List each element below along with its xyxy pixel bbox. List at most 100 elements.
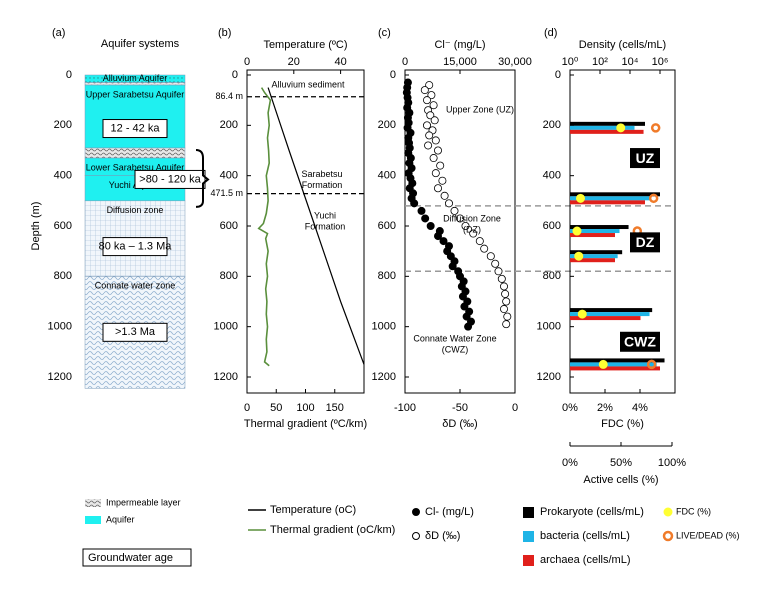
y-tick-label: 1200 xyxy=(48,371,72,383)
fdc-point xyxy=(616,123,626,133)
panel-label: (c) xyxy=(378,27,391,39)
x-tick-label: 0 xyxy=(402,56,408,68)
layer-label: Alluvium Aquifer xyxy=(103,73,168,83)
bar xyxy=(570,200,645,205)
data-point xyxy=(491,259,500,268)
y-tick-label: 200 xyxy=(220,119,238,131)
legend-label: Prokaryote (cells/mL) xyxy=(540,506,644,518)
x-axis-label: Temperature (ºC) xyxy=(263,39,347,51)
data-point xyxy=(417,206,426,215)
layer-label: Upper Sarabetsu Aquifer xyxy=(86,89,185,99)
legend-label: FDC (%) xyxy=(676,506,711,516)
legend-label: archaea (cells/mL) xyxy=(540,554,630,566)
data-point xyxy=(433,146,442,155)
series-line xyxy=(257,87,272,367)
x-tick-label: 4% xyxy=(632,402,648,414)
age-box xyxy=(102,119,168,139)
x-tick-label: 10⁴ xyxy=(622,56,639,68)
annotation: Formation xyxy=(305,221,346,231)
y-tick-label: 1200 xyxy=(214,371,238,383)
data-point xyxy=(429,154,438,163)
depth-marker-label: 471.5 m xyxy=(210,188,243,198)
legend-label: Temperature (oC) xyxy=(270,504,356,516)
x-tick-label: 0% xyxy=(562,402,578,414)
fdc-point xyxy=(572,226,582,236)
data-point xyxy=(421,214,430,223)
y-tick-label: 800 xyxy=(378,270,396,282)
legend-label: Thermal gradient (oC/km) xyxy=(270,524,395,536)
y-tick-label: 1000 xyxy=(372,321,396,333)
data-point xyxy=(444,199,453,208)
x-tick-label: 40 xyxy=(334,56,346,68)
data-point xyxy=(427,91,436,100)
y-tick-label: 200 xyxy=(543,119,561,131)
annotation: Alluvium sediment xyxy=(271,79,345,89)
data-point xyxy=(501,289,510,298)
zone-tag xyxy=(620,331,660,352)
panel-label: (a) xyxy=(52,27,65,39)
data-point xyxy=(430,116,439,125)
legend-swatch xyxy=(523,555,534,566)
data-point xyxy=(502,320,511,329)
y-axis-label: Depth (m) xyxy=(30,202,42,251)
legend-marker xyxy=(662,530,674,542)
zone-tag-label: DZ xyxy=(636,234,655,250)
data-point xyxy=(494,267,503,276)
panel-title: Aquifer systems xyxy=(101,38,180,50)
x-tick-label: -100 xyxy=(394,402,416,414)
y-tick-label: 1000 xyxy=(48,321,72,333)
zone-tag xyxy=(630,232,660,253)
annotation: (DZ) xyxy=(463,224,481,234)
x-tick-label: 10² xyxy=(592,56,608,68)
bar xyxy=(570,125,635,130)
x-tick-label: 0 xyxy=(512,402,518,414)
data-point xyxy=(464,322,473,331)
bar xyxy=(570,362,657,367)
bar xyxy=(570,225,629,230)
x-tick-label: 2% xyxy=(597,402,613,414)
bar xyxy=(570,121,645,126)
bar xyxy=(570,254,618,259)
legend-marker xyxy=(412,508,420,516)
x-axis-label: δD (‰) xyxy=(442,418,477,430)
data-point xyxy=(440,191,449,200)
y-tick-label: 800 xyxy=(220,270,238,282)
bar xyxy=(570,129,644,134)
legend-marker xyxy=(663,507,673,517)
x-tick-label: 150 xyxy=(326,402,344,414)
x-tick-label: 30,000 xyxy=(498,56,532,68)
data-point xyxy=(438,176,447,185)
y-tick-label: 400 xyxy=(378,170,396,182)
layer xyxy=(84,147,186,159)
data-point xyxy=(426,111,435,120)
y-tick-label: 400 xyxy=(543,170,561,182)
y-tick-label: 200 xyxy=(54,119,72,131)
x-tick-label: 50% xyxy=(610,457,632,469)
annotation: Sarabetsu xyxy=(301,169,342,179)
bar xyxy=(570,316,641,321)
legend-swatch xyxy=(85,499,101,507)
fdc-point xyxy=(577,309,587,319)
bar xyxy=(570,308,653,313)
legend-box xyxy=(82,548,192,567)
live-dead-point xyxy=(646,359,657,370)
legend-swatch xyxy=(523,507,534,518)
data-point xyxy=(420,86,429,95)
y-tick-label: 400 xyxy=(220,170,238,182)
x-tick-label: 0% xyxy=(562,457,578,469)
data-point xyxy=(486,252,495,261)
x-axis-label: Cl⁻ (mg/L) xyxy=(434,39,485,51)
annotation: Connate Water Zone xyxy=(413,334,496,344)
data-point xyxy=(436,161,445,170)
legend-swatch xyxy=(523,531,534,542)
data-point xyxy=(497,274,506,283)
legend-label: δD (‰) xyxy=(425,530,460,542)
y-tick-label: 600 xyxy=(543,220,561,232)
bar xyxy=(570,312,650,317)
data-point xyxy=(448,262,457,271)
data-point xyxy=(431,169,440,178)
panel-label: (b) xyxy=(218,27,231,39)
data-point xyxy=(433,232,442,241)
depth-marker-label: 86.4 m xyxy=(215,91,243,101)
